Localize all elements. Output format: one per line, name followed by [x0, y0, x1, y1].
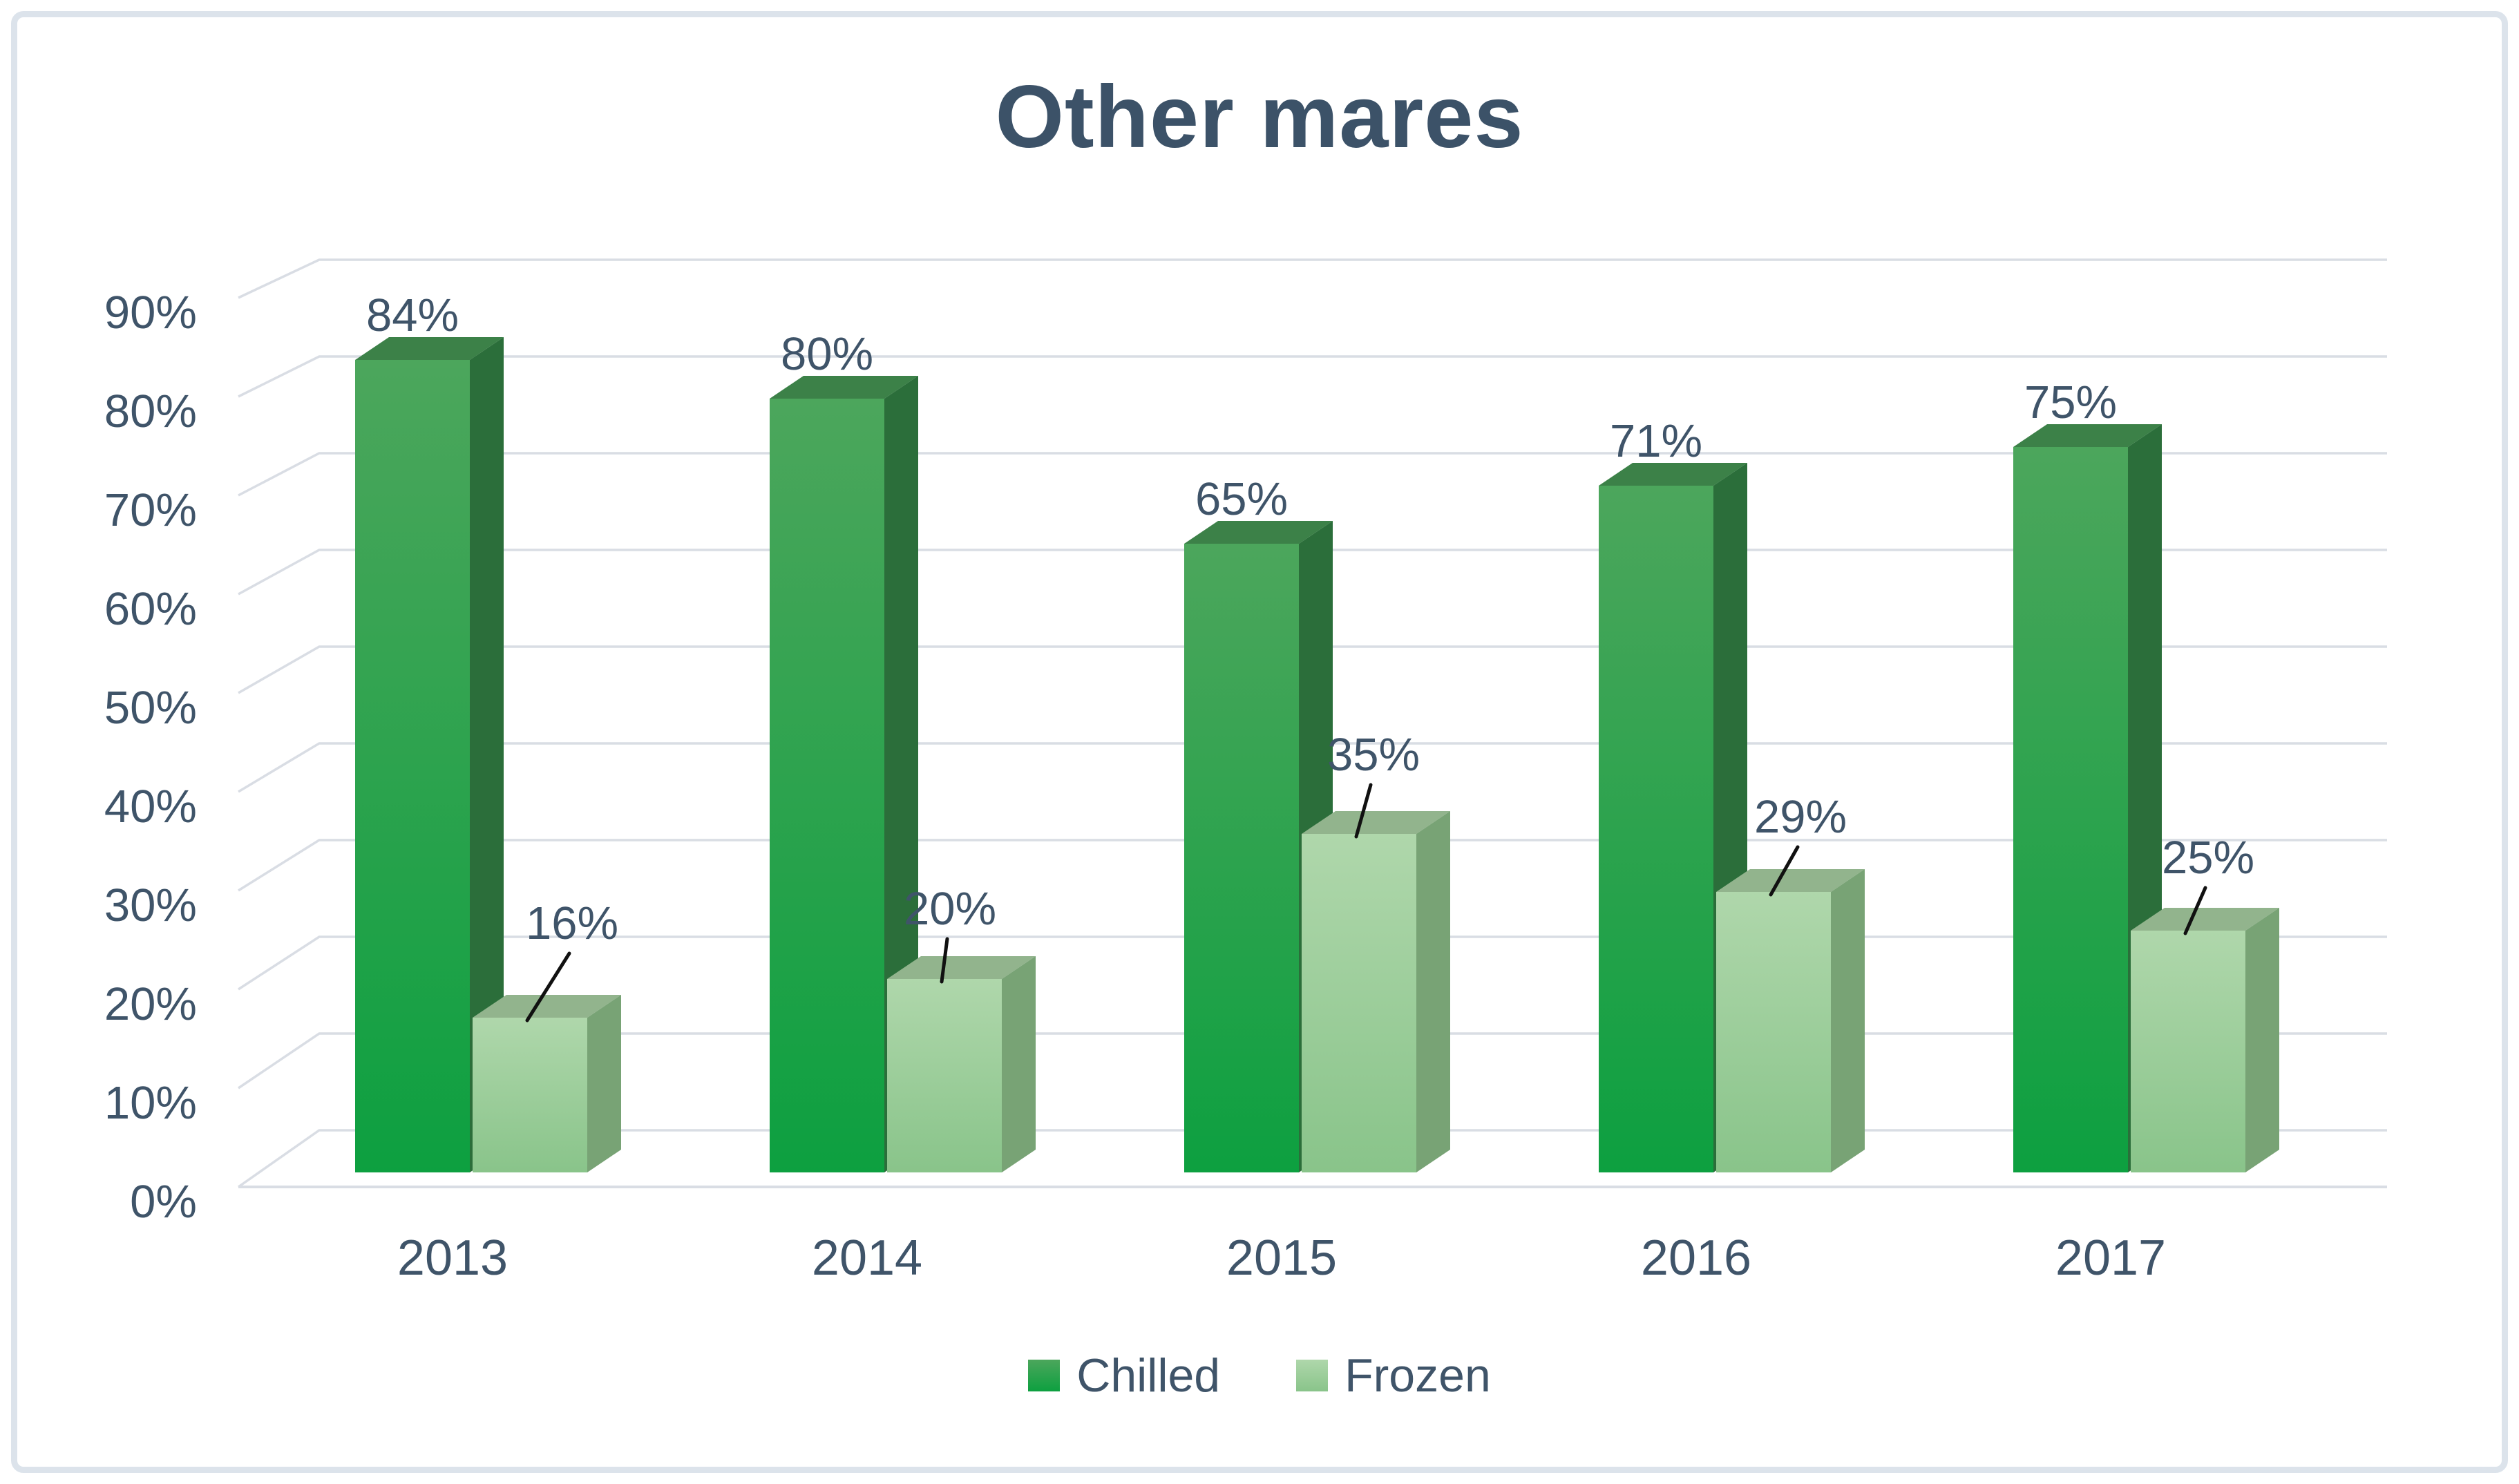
bar-top-face — [887, 956, 1036, 979]
data-label-chilled-2014: 80% — [781, 328, 873, 380]
y-tick-90%: 90% — [104, 287, 197, 339]
leader-line-2015 — [1354, 783, 1373, 839]
bar-front-face — [355, 360, 470, 1172]
data-label-frozen-2014: 20% — [904, 883, 996, 935]
bar-side-face — [1416, 811, 1450, 1172]
legend-label-chilled: Chilled — [1076, 1349, 1221, 1402]
bar-top-face — [473, 995, 621, 1018]
bar-side-face — [587, 995, 621, 1172]
data-labels: 84% 16% 80% 20% 65% 35% 71% 29% 75% 25% — [366, 289, 2254, 949]
bar-top-face — [355, 337, 504, 360]
x-tick-2017: 2017 — [2055, 1230, 2166, 1286]
y-tick-0%: 0% — [130, 1176, 197, 1228]
x-tick-2013: 2013 — [397, 1230, 508, 1286]
y-tick-60%: 60% — [104, 583, 197, 635]
bar-side-face — [1831, 869, 1865, 1172]
x-tick-2016: 2016 — [1641, 1230, 1751, 1286]
y-tick-50%: 50% — [104, 682, 197, 734]
bar-frozen-2014 — [887, 956, 1036, 1172]
bars — [355, 337, 2279, 1172]
y-tick-20%: 20% — [104, 978, 197, 1030]
gridline-80% — [238, 355, 2387, 398]
data-label-frozen-2017: 25% — [2162, 832, 2254, 884]
data-label-chilled-2015: 65% — [1195, 473, 1288, 525]
bar-front-face — [1302, 834, 1416, 1172]
leader-lines — [525, 783, 2207, 1022]
bar-front-face — [770, 399, 884, 1172]
x-tick-2014: 2014 — [812, 1230, 922, 1286]
data-label-chilled-2016: 71% — [1610, 415, 1702, 467]
bar-chilled-2013 — [355, 337, 504, 1172]
gridline-90% — [238, 258, 2387, 299]
leader-line-2016 — [1769, 845, 1800, 897]
data-label-frozen-2013: 16% — [526, 897, 618, 949]
data-label-chilled-2013: 84% — [366, 289, 459, 341]
bar-top-face — [1302, 811, 1450, 834]
bar-top-face — [1716, 869, 1865, 892]
bar-side-face — [1002, 956, 1036, 1172]
data-label-frozen-2016: 29% — [1754, 791, 1847, 843]
y-tick-70%: 70% — [104, 484, 197, 536]
legend-label-frozen: Frozen — [1344, 1349, 1491, 1402]
bar-front-face — [1184, 544, 1299, 1172]
bar-side-face — [470, 337, 504, 1172]
y-tick-10%: 10% — [104, 1077, 197, 1129]
data-label-chilled-2017: 75% — [2024, 377, 2117, 428]
bar-chilled-2014 — [770, 376, 918, 1172]
bar-front-face — [2013, 447, 2128, 1172]
leader-line-2014 — [940, 937, 949, 984]
y-tick-80%: 80% — [104, 386, 197, 437]
bar-top-face — [1184, 521, 1333, 544]
legend-item-frozen: Frozen — [1296, 1349, 1491, 1402]
y-tick-30%: 30% — [104, 879, 197, 931]
bar-top-face — [2013, 424, 2162, 447]
leader-line-2017 — [2183, 886, 2207, 935]
bar-frozen-2015 — [1302, 811, 1450, 1172]
bar-frozen-2017 — [2131, 908, 2279, 1172]
y-tick-40%: 40% — [104, 781, 197, 833]
legend-swatch-chilled — [1028, 1360, 1061, 1391]
bar-side-face — [2245, 908, 2279, 1172]
legend-swatch-frozen — [1296, 1360, 1329, 1391]
bar-frozen-2016 — [1716, 869, 1865, 1172]
legend: Chilled Frozen — [0, 1349, 2519, 1402]
bar-front-face — [1716, 892, 1831, 1172]
x-axis-labels: 2013 2014 2015 2016 2017 — [397, 1230, 2166, 1286]
bar-frozen-2013 — [473, 995, 621, 1172]
bar-front-face — [1599, 486, 1713, 1172]
bar-top-face — [770, 376, 918, 399]
bar-top-face — [2131, 908, 2279, 931]
x-tick-2015: 2015 — [1226, 1230, 1337, 1286]
data-label-frozen-2015: 35% — [1327, 729, 1420, 781]
leader-line-2013 — [525, 951, 571, 1022]
legend-item-chilled: Chilled — [1028, 1349, 1220, 1402]
gridlines — [237, 258, 2387, 1188]
chart-title: Other mares — [995, 68, 1524, 167]
bar-front-face — [473, 1018, 587, 1172]
y-axis-labels: 0% 10% 20% 30% 40% 50% 60% 70% 80% 90% — [104, 287, 197, 1228]
gridline-70% — [238, 452, 2387, 497]
bar-front-face — [2131, 931, 2245, 1172]
bar-front-face — [887, 979, 1002, 1172]
bar-top-face — [1599, 463, 1747, 486]
